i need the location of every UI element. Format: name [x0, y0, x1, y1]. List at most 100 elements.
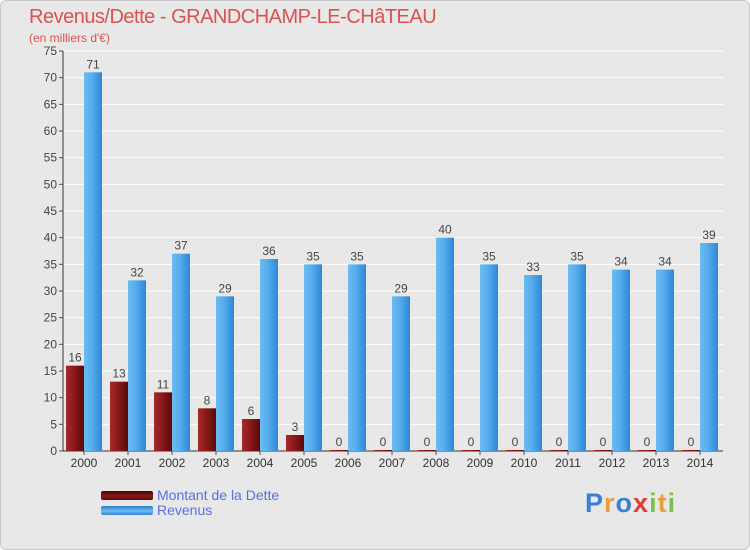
data-label-revenus-2010: 33	[526, 260, 540, 274]
y-tick-label: 10	[44, 391, 58, 405]
data-label-debt-2000: 16	[68, 351, 82, 365]
data-label-debt-2001: 13	[112, 367, 126, 381]
logo-letter: i	[667, 488, 677, 518]
data-label-revenus-2003: 29	[218, 281, 232, 295]
data-label-debt-2004: 6	[248, 404, 255, 418]
data-label-debt-2006: 0	[336, 435, 343, 449]
bar-debt-2000	[66, 365, 84, 451]
chart-title: Revenus/Dette - GRANDCHAMP-LE-CHâTEAU	[29, 6, 437, 28]
bar-debt-2014	[682, 450, 700, 451]
data-label-debt-2005: 3	[292, 420, 299, 434]
x-tick-label-2010: 2010	[511, 456, 538, 470]
bar-debt-2010	[506, 450, 524, 451]
data-label-revenus-2012: 34	[614, 255, 628, 269]
data-label-revenus-2013: 34	[658, 255, 672, 269]
x-tick-label-2008: 2008	[423, 456, 450, 470]
y-tick-label: 60	[44, 124, 58, 138]
bar-debt-2004	[242, 419, 260, 451]
bar-debt-2009	[462, 450, 480, 451]
proxiti-logo: Proxiti	[585, 488, 676, 519]
data-label-debt-2013: 0	[644, 435, 651, 449]
y-tick-label: 0	[50, 444, 57, 458]
data-label-debt-2011: 0	[556, 435, 563, 449]
data-label-revenus-2009: 35	[482, 249, 496, 263]
data-label-revenus-2006: 35	[350, 249, 364, 263]
bar-debt-2013	[638, 450, 656, 451]
y-tick-label: 15	[44, 364, 58, 378]
data-label-revenus-2001: 32	[130, 265, 144, 279]
chart-subtitle: (en milliers d'€)	[29, 31, 110, 45]
data-label-debt-2003: 8	[204, 393, 211, 407]
data-label-debt-2010: 0	[512, 435, 519, 449]
x-tick-label-2004: 2004	[247, 456, 274, 470]
x-tick-label-2000: 2000	[71, 456, 98, 470]
y-tick-label: 70	[44, 71, 58, 85]
x-tick-label-2007: 2007	[379, 456, 406, 470]
data-label-debt-2007: 0	[380, 435, 387, 449]
bar-revenus-2014	[700, 243, 718, 451]
data-label-revenus-2002: 37	[174, 239, 188, 253]
bar-revenus-2013	[656, 269, 674, 451]
x-tick-label-2003: 2003	[203, 456, 230, 470]
bar-revenus-2001	[128, 280, 146, 451]
bar-revenus-2010	[524, 275, 542, 451]
bar-debt-2005	[286, 435, 304, 451]
data-label-revenus-2014: 39	[702, 228, 716, 242]
y-tick-label: 65	[44, 97, 58, 111]
data-label-revenus-2011: 35	[570, 249, 584, 263]
legend-swatch-revenus	[101, 505, 153, 515]
bar-revenus-2012	[612, 269, 630, 451]
x-tick-label-2011: 2011	[555, 456, 581, 470]
bar-debt-2012	[594, 450, 612, 451]
logo-letter: r	[604, 488, 616, 518]
logo-letter: o	[615, 488, 634, 518]
bar-debt-2011	[550, 450, 568, 451]
bar-debt-2003	[198, 408, 216, 451]
bar-revenus-2006	[348, 264, 366, 451]
y-tick-label: 75	[44, 44, 58, 58]
bar-debt-2007	[374, 450, 392, 451]
logo-letter: t	[657, 488, 668, 518]
logo-letter: P	[585, 488, 605, 518]
y-tick-label: 5	[50, 417, 57, 431]
legend-swatch-dette	[101, 490, 153, 500]
legend-item-dette: Montant de la Dette	[101, 487, 279, 503]
x-tick-label-2005: 2005	[291, 456, 318, 470]
bar-revenus-2009	[480, 264, 498, 451]
data-label-debt-2014: 0	[688, 435, 695, 449]
bar-revenus-2003	[216, 296, 234, 451]
y-tick-label: 40	[44, 231, 58, 245]
x-tick-label-2006: 2006	[335, 456, 362, 470]
bar-debt-2006	[330, 450, 348, 451]
data-label-revenus-2004: 36	[262, 244, 276, 258]
y-tick-label: 50	[44, 177, 58, 191]
data-label-revenus-2005: 35	[306, 249, 320, 263]
data-label-revenus-2000: 71	[86, 57, 100, 71]
bar-revenus-2008	[436, 237, 454, 451]
y-tick-label: 55	[44, 151, 58, 165]
x-tick-label-2001: 2001	[115, 456, 142, 470]
x-tick-label-2014: 2014	[687, 456, 714, 470]
y-tick-label: 45	[44, 204, 58, 218]
bar-debt-2008	[418, 450, 436, 451]
x-tick-label-2009: 2009	[467, 456, 494, 470]
data-label-revenus-2008: 40	[438, 223, 452, 237]
y-tick-label: 30	[44, 284, 58, 298]
bar-revenus-2002	[172, 253, 190, 451]
legend-item-revenus: Revenus	[101, 502, 212, 518]
y-tick-label: 25	[44, 311, 58, 325]
y-tick-label: 35	[44, 257, 58, 271]
bar-debt-2002	[154, 392, 172, 451]
bar-revenus-2004	[260, 259, 278, 451]
data-label-debt-2009: 0	[468, 435, 475, 449]
bar-revenus-2007	[392, 296, 410, 451]
x-tick-label-2002: 2002	[159, 456, 186, 470]
logo-letter: x	[633, 488, 650, 518]
bar-revenus-2011	[568, 264, 586, 451]
data-label-debt-2002: 11	[157, 377, 170, 391]
data-label-revenus-2007: 29	[394, 281, 408, 295]
y-tick-label: 20	[44, 337, 58, 351]
x-tick-label-2012: 2012	[599, 456, 626, 470]
